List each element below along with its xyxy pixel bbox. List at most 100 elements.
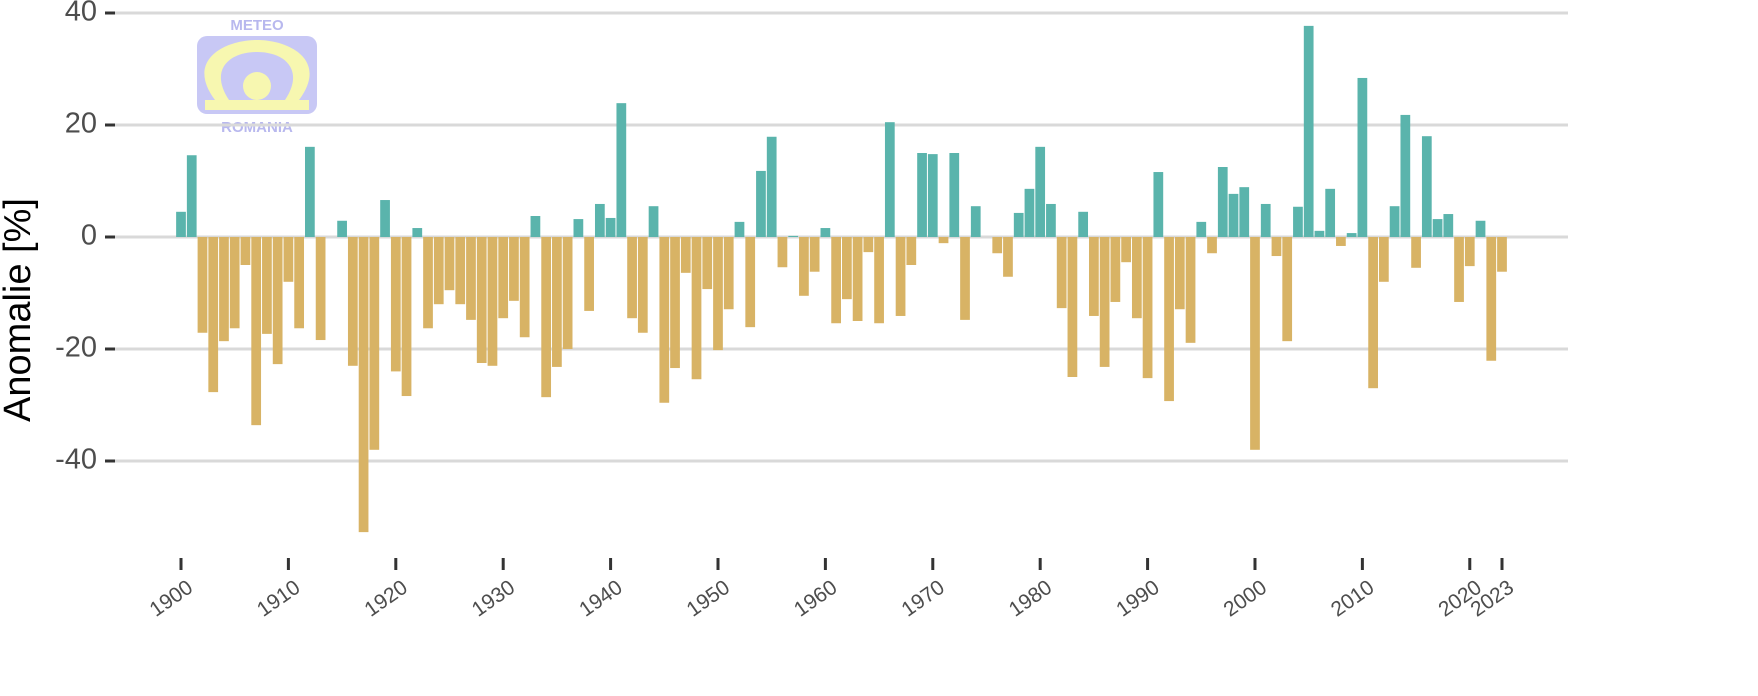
bar: [884, 122, 895, 237]
bar: [1378, 237, 1389, 282]
bar: [1400, 114, 1411, 237]
bar: [380, 200, 390, 237]
bar: [906, 237, 917, 265]
bar: [992, 237, 1003, 254]
bar: [670, 237, 680, 369]
bar: [1239, 187, 1250, 237]
bar: [616, 103, 627, 237]
logo-omega: [204, 40, 310, 100]
bar: [1486, 237, 1497, 361]
bar: [766, 136, 777, 237]
x-tick-label: 1940: [575, 576, 626, 622]
logo-dot: [243, 72, 271, 100]
bar: [702, 237, 713, 290]
bar: [573, 219, 584, 237]
bar: [498, 237, 509, 319]
x-tick-label: 1990: [1112, 576, 1163, 622]
bar: [917, 153, 927, 237]
y-axis-label: Anomalie [%]: [0, 198, 39, 422]
x-tick-label: 1970: [897, 576, 948, 622]
bar: [455, 237, 466, 305]
bar: [176, 211, 186, 237]
bar: [788, 235, 799, 237]
bar: [627, 237, 637, 319]
bar: [208, 237, 219, 393]
bar: [1013, 212, 1024, 237]
bar: [938, 237, 949, 244]
bar: [1056, 237, 1067, 309]
bar: [530, 216, 541, 237]
bar: [347, 237, 358, 366]
bar: [272, 237, 283, 365]
bar: [1228, 193, 1239, 237]
x-tick-label: 2000: [1220, 576, 1271, 622]
bar: [1196, 221, 1207, 237]
bar: [390, 237, 401, 372]
bar: [1185, 237, 1196, 343]
x-tick-label: 1920: [360, 576, 411, 622]
bar: [852, 237, 863, 321]
bar: [1421, 136, 1432, 237]
bar: [401, 237, 412, 397]
bar: [970, 206, 981, 237]
logo: METEO ROMANIA: [197, 17, 317, 136]
bar: [552, 237, 562, 367]
bar: [745, 237, 756, 328]
bar: [723, 237, 734, 310]
bar: [648, 206, 659, 237]
bar: [433, 237, 444, 305]
bar: [1250, 237, 1260, 450]
bar: [251, 237, 262, 426]
bar: [487, 237, 498, 366]
bar: [294, 237, 305, 329]
bar: [466, 237, 476, 320]
bar: [799, 237, 809, 296]
bar: [197, 237, 208, 333]
bar: [691, 237, 702, 380]
y-tick-label: -20: [55, 332, 97, 364]
bar: [1260, 203, 1271, 237]
bar: [509, 237, 519, 301]
bar: [756, 170, 766, 237]
bar: [1217, 167, 1228, 237]
logo-top: METEO: [230, 17, 284, 34]
bar: [1003, 237, 1013, 277]
bar: [337, 220, 347, 237]
bar: [1078, 211, 1089, 237]
bar: [358, 237, 369, 533]
bar: [820, 228, 831, 237]
bar: [1153, 172, 1164, 237]
bar: [315, 237, 326, 341]
bar: [229, 237, 240, 329]
bar: [562, 237, 573, 349]
bar: [412, 228, 423, 237]
bar: [637, 237, 648, 333]
bar: [1432, 219, 1443, 237]
bar: [1089, 237, 1099, 316]
bar: [1035, 146, 1046, 237]
bar: [186, 155, 197, 237]
bar: [605, 217, 616, 237]
bar: [1336, 237, 1346, 246]
bar: [842, 237, 852, 300]
bar: [1131, 237, 1142, 319]
bar: [734, 221, 745, 237]
bar: [1293, 206, 1303, 237]
bar: [1314, 230, 1325, 237]
bar: [594, 203, 605, 237]
bar: [1067, 237, 1078, 377]
y-tick-label: 20: [65, 108, 97, 140]
bar: [1110, 237, 1121, 302]
bar: [1346, 233, 1357, 237]
bar: [1174, 237, 1185, 310]
x-tick-label: 1960: [790, 576, 841, 622]
x-tick-label: 1950: [683, 576, 734, 622]
x-tick-label: 1900: [146, 576, 197, 622]
bar: [476, 237, 487, 363]
bar: [809, 237, 820, 272]
logo-base: [205, 100, 309, 110]
bar: [659, 237, 670, 403]
bar: [283, 237, 294, 282]
bar: [1024, 188, 1035, 237]
